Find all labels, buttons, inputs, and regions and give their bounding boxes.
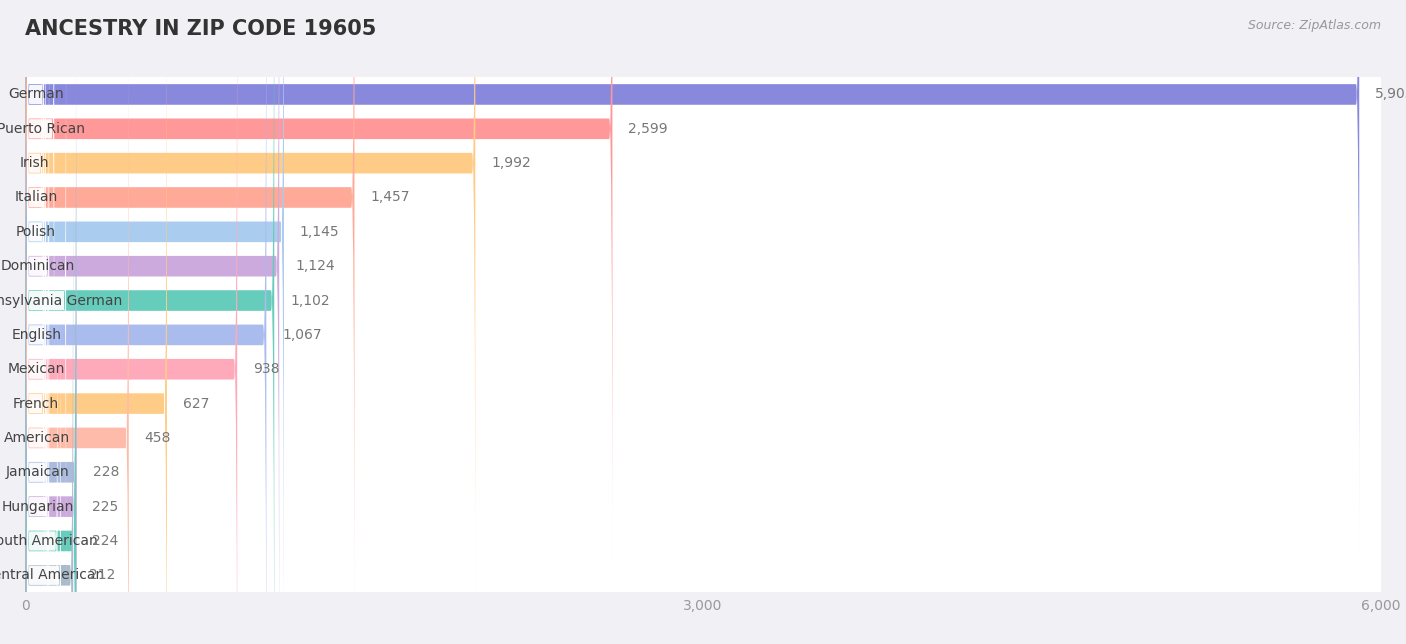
FancyBboxPatch shape: [27, 0, 44, 428]
FancyBboxPatch shape: [27, 70, 44, 644]
FancyBboxPatch shape: [27, 0, 49, 600]
FancyBboxPatch shape: [25, 0, 475, 634]
FancyBboxPatch shape: [25, 0, 274, 644]
Text: French: French: [13, 397, 59, 411]
FancyBboxPatch shape: [27, 1, 46, 644]
FancyBboxPatch shape: [22, 146, 1384, 180]
FancyBboxPatch shape: [27, 0, 66, 634]
Text: 5,905: 5,905: [1375, 88, 1406, 102]
FancyBboxPatch shape: [27, 173, 49, 644]
FancyBboxPatch shape: [25, 0, 129, 644]
FancyBboxPatch shape: [22, 455, 1384, 489]
FancyBboxPatch shape: [22, 283, 1384, 317]
FancyBboxPatch shape: [25, 0, 354, 644]
FancyBboxPatch shape: [25, 36, 76, 644]
FancyBboxPatch shape: [22, 77, 1384, 111]
Text: 1,067: 1,067: [283, 328, 322, 342]
FancyBboxPatch shape: [25, 0, 613, 600]
FancyBboxPatch shape: [25, 0, 167, 644]
Text: 627: 627: [183, 397, 209, 411]
FancyBboxPatch shape: [22, 214, 1384, 249]
Text: 1,145: 1,145: [299, 225, 339, 239]
FancyBboxPatch shape: [25, 70, 76, 644]
FancyBboxPatch shape: [25, 0, 1360, 565]
FancyBboxPatch shape: [22, 317, 1384, 352]
FancyBboxPatch shape: [25, 105, 73, 644]
Text: South American: South American: [0, 534, 98, 548]
Text: Hungarian: Hungarian: [1, 500, 75, 514]
FancyBboxPatch shape: [25, 0, 238, 644]
FancyBboxPatch shape: [27, 138, 48, 644]
FancyBboxPatch shape: [22, 111, 1384, 146]
FancyBboxPatch shape: [22, 524, 1384, 558]
FancyBboxPatch shape: [22, 489, 1384, 524]
Text: 1,124: 1,124: [295, 259, 335, 273]
Text: 1,992: 1,992: [491, 156, 531, 170]
FancyBboxPatch shape: [27, 0, 44, 565]
Text: Mexican: Mexican: [8, 362, 65, 376]
FancyBboxPatch shape: [22, 352, 1384, 386]
FancyBboxPatch shape: [27, 0, 55, 462]
FancyBboxPatch shape: [25, 2, 77, 644]
FancyBboxPatch shape: [22, 249, 1384, 283]
Text: Italian: Italian: [15, 191, 58, 205]
Text: Puerto Rican: Puerto Rican: [0, 122, 84, 136]
Text: ANCESTRY IN ZIP CODE 19605: ANCESTRY IN ZIP CODE 19605: [25, 19, 377, 39]
Text: 458: 458: [145, 431, 172, 445]
FancyBboxPatch shape: [25, 0, 280, 644]
Text: Polish: Polish: [15, 225, 56, 239]
FancyBboxPatch shape: [27, 242, 60, 644]
FancyBboxPatch shape: [25, 0, 266, 644]
Text: 225: 225: [91, 500, 118, 514]
FancyBboxPatch shape: [27, 104, 48, 644]
Text: German: German: [8, 88, 63, 102]
Text: 1,457: 1,457: [370, 191, 409, 205]
Text: 212: 212: [89, 568, 115, 582]
Text: Irish: Irish: [20, 156, 49, 170]
FancyBboxPatch shape: [27, 35, 46, 644]
Text: Jamaican: Jamaican: [6, 465, 69, 479]
Text: 938: 938: [253, 362, 280, 376]
FancyBboxPatch shape: [27, 0, 42, 497]
FancyBboxPatch shape: [27, 0, 46, 531]
Text: Source: ZipAtlas.com: Source: ZipAtlas.com: [1247, 19, 1381, 32]
Text: 228: 228: [93, 465, 120, 479]
FancyBboxPatch shape: [22, 421, 1384, 455]
FancyBboxPatch shape: [22, 558, 1384, 592]
FancyBboxPatch shape: [22, 386, 1384, 421]
Text: American: American: [4, 431, 70, 445]
FancyBboxPatch shape: [25, 0, 284, 644]
Text: English: English: [11, 328, 62, 342]
Text: Pennsylvania German: Pennsylvania German: [0, 294, 122, 308]
FancyBboxPatch shape: [22, 180, 1384, 214]
FancyBboxPatch shape: [27, 207, 58, 644]
Text: 1,102: 1,102: [290, 294, 329, 308]
Text: 2,599: 2,599: [628, 122, 668, 136]
Text: Dominican: Dominican: [1, 259, 76, 273]
Text: 224: 224: [91, 534, 118, 548]
Text: Central American: Central American: [0, 568, 104, 582]
